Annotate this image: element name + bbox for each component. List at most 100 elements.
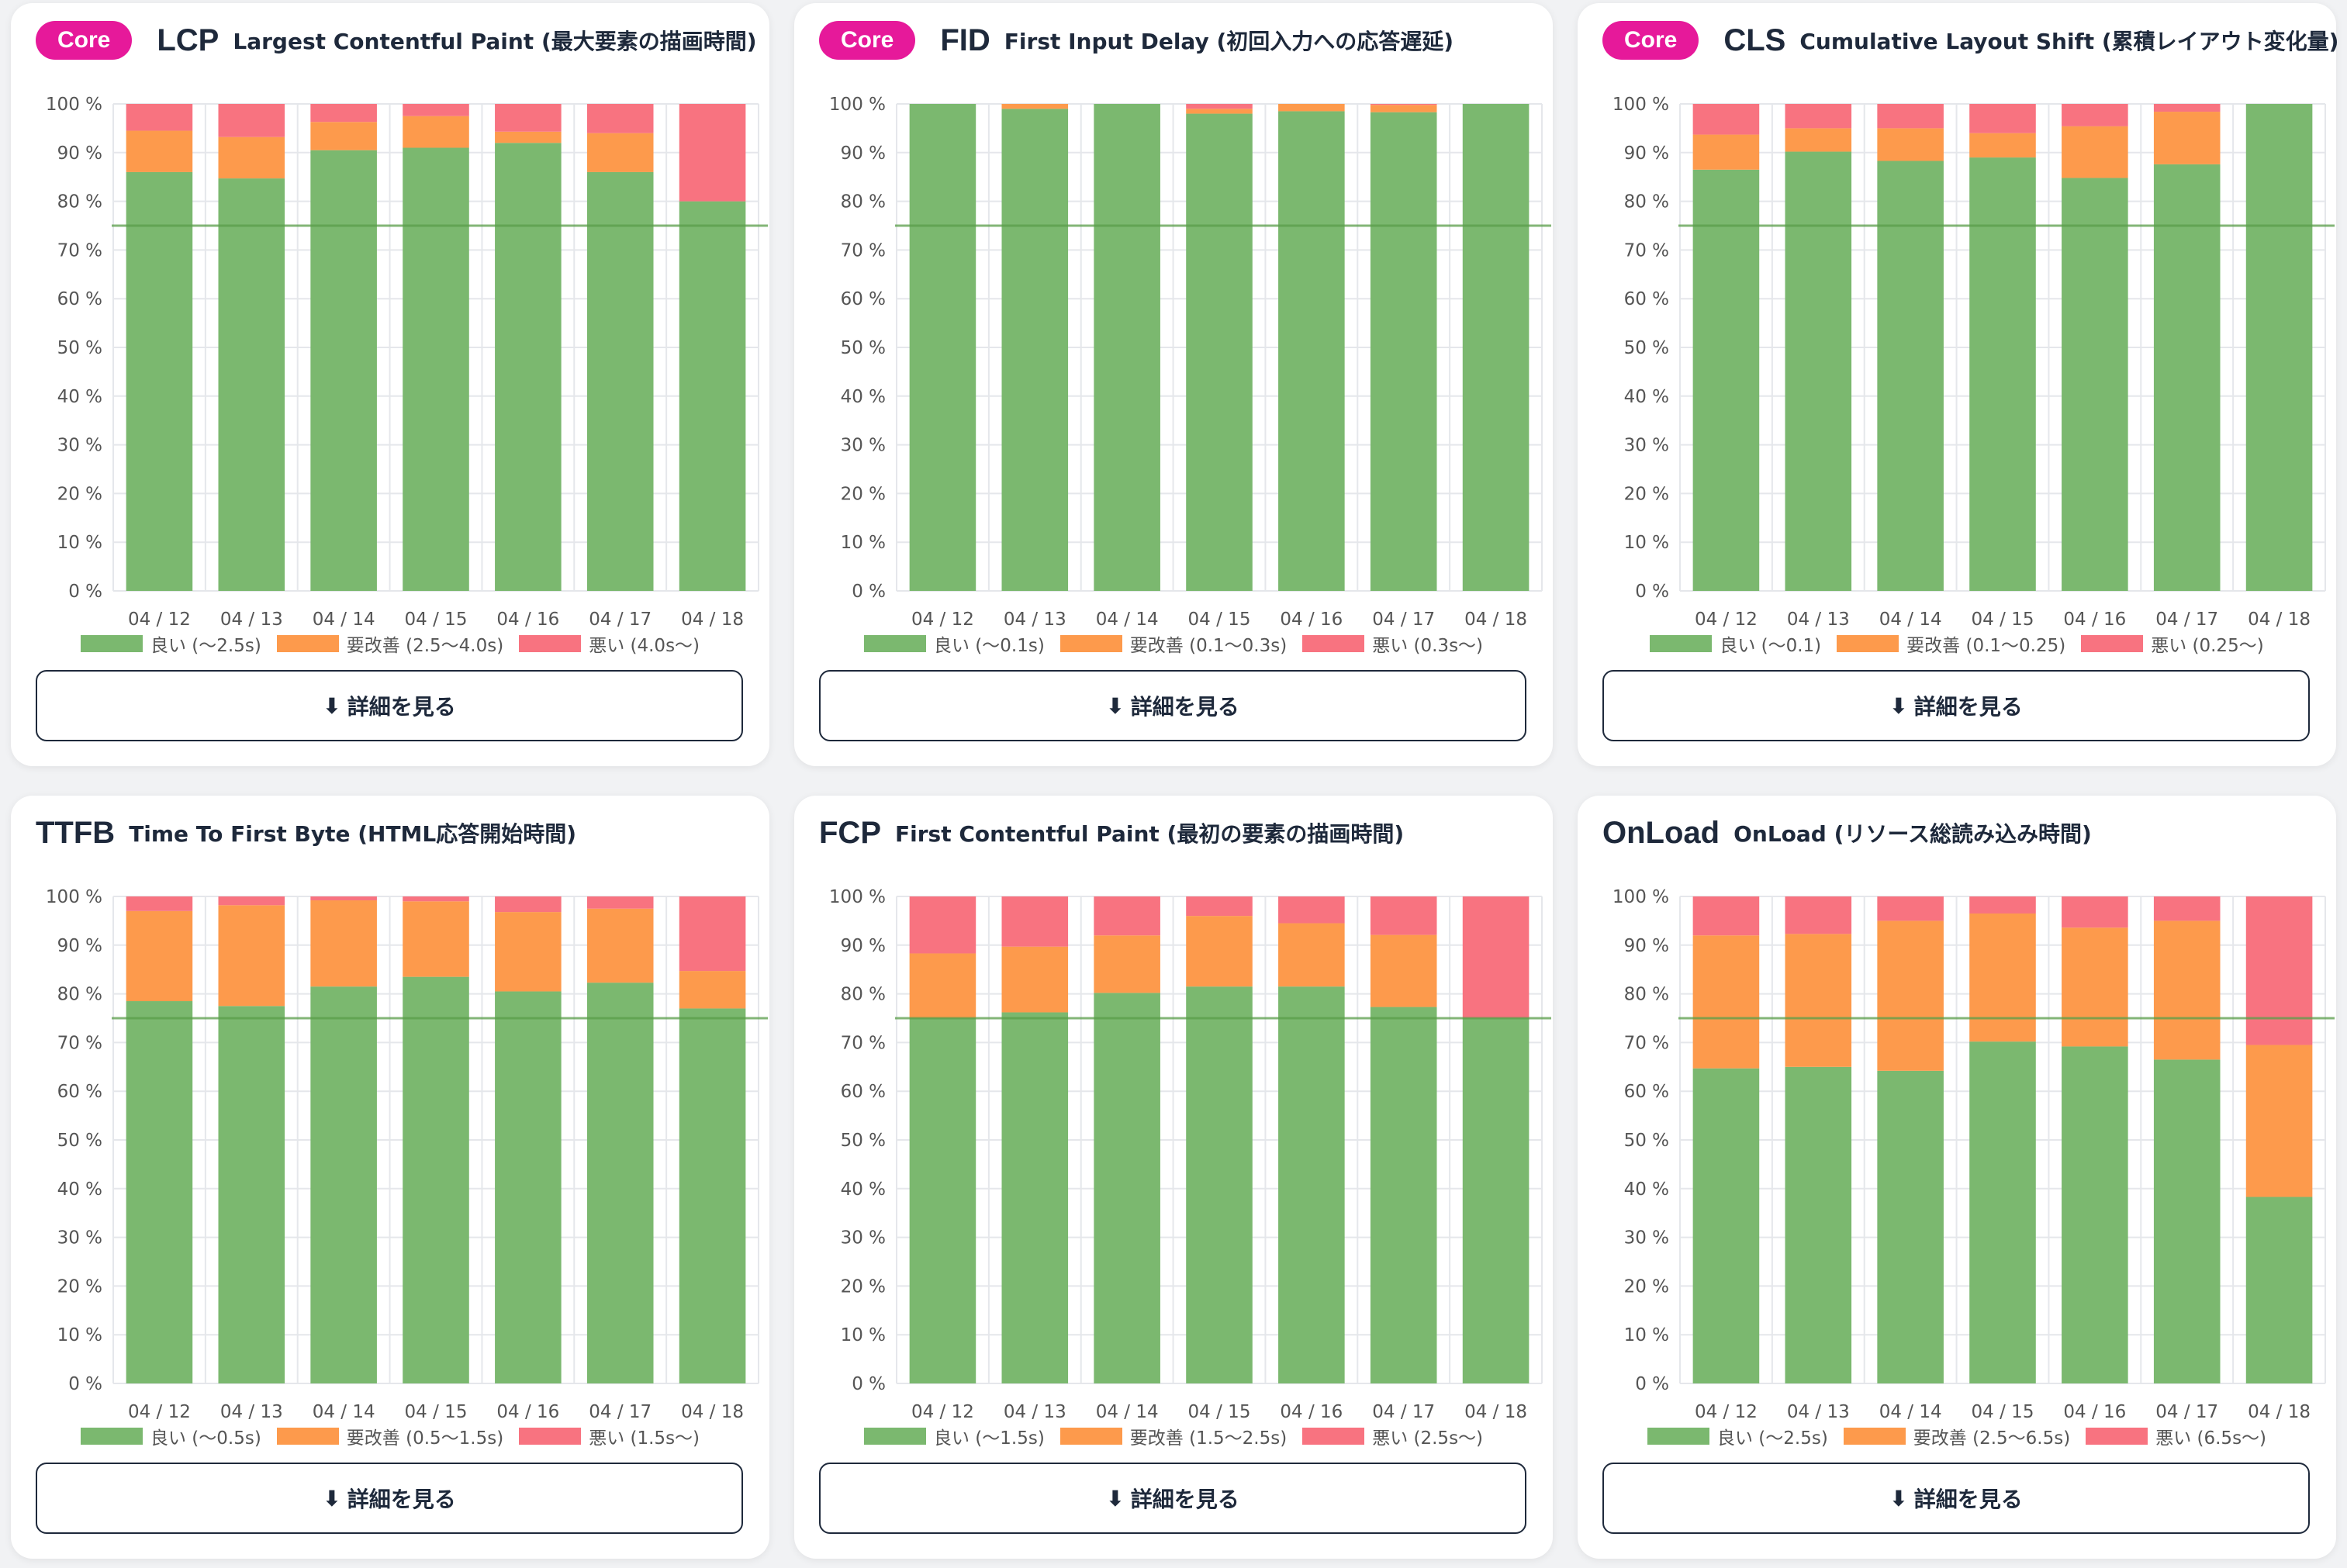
bar-segment-improve xyxy=(1186,109,1253,114)
y-tick-label: 10 % xyxy=(1624,533,1669,553)
metric-card-onload: OnLoad OnLoad (リソース総読み込み時間) 0 % 10 % 20 % 3… xyxy=(1578,796,2336,1559)
bar-segment-poor xyxy=(1877,896,1944,921)
bar-segment-improve xyxy=(495,131,562,143)
y-tick-label: 80 % xyxy=(57,985,102,1005)
x-tick-label: 04 / 12 xyxy=(911,610,974,630)
metric-card-fcp: FCP First Contentful Paint (最初の要素の描画時間) … xyxy=(794,796,1553,1559)
button-label: 詳細を見る xyxy=(1913,1487,2023,1512)
bar-segment-poor xyxy=(495,896,562,913)
y-tick-label: 60 % xyxy=(57,289,102,309)
metric-title: Largest Contentful Paint (最大要素の描画時間) xyxy=(233,29,757,54)
y-tick-label: 80 % xyxy=(57,192,102,212)
y-tick-label: 10 % xyxy=(841,533,886,553)
legend-item-improve[interactable]: 要改善 (2.5〜6.5s) xyxy=(1843,1423,2070,1449)
bar-segment-poor xyxy=(1785,896,1852,934)
x-tick-label: 04 / 14 xyxy=(313,610,375,630)
y-tick-label: 90 % xyxy=(1624,143,1669,164)
legend-item-good[interactable]: 良い (〜2.5s) xyxy=(80,630,261,657)
bar-segment-improve xyxy=(2062,927,2128,1047)
legend-swatch-good xyxy=(1650,635,1713,652)
bar-segment-improve xyxy=(1001,104,1069,109)
legend-swatch-poor xyxy=(2086,1428,2148,1445)
legend-item-poor[interactable]: 悪い (0.25〜) xyxy=(2081,630,2264,657)
button-label: 詳細を見る xyxy=(1130,1487,1239,1512)
legend-item-improve[interactable]: 要改善 (0.1〜0.25) xyxy=(1837,630,2065,657)
legend-item-poor[interactable]: 悪い (2.5s〜) xyxy=(1302,1423,1483,1449)
bar-segment-poor xyxy=(1462,896,1530,1018)
legend-item-improve[interactable]: 要改善 (1.5〜2.5s) xyxy=(1059,1423,1288,1449)
view-details-button[interactable]: ⬇ 詳細を見る xyxy=(1602,1463,2310,1534)
legend-item-poor[interactable]: 悪い (6.5s〜) xyxy=(2086,1423,2266,1449)
x-tick-label: 04 / 16 xyxy=(1280,1402,1343,1422)
bar-segment-improve xyxy=(679,971,746,1009)
metric-card-cls: Core CLS Cumulative Layout Shift (累積レイアウ… xyxy=(1578,3,2338,766)
y-tick-label: 40 % xyxy=(57,387,102,407)
y-tick-label: 70 % xyxy=(57,1033,102,1053)
legend-label: 悪い (0.25〜) xyxy=(2151,636,2264,656)
view-details-button[interactable]: ⬇ 詳細を見る xyxy=(1602,670,2310,741)
bar-segment-good xyxy=(1877,1070,1944,1383)
bar-segment-improve xyxy=(1969,913,2036,1042)
y-tick-label: 100 % xyxy=(829,95,886,115)
bar-segment-improve xyxy=(310,122,377,150)
arrow-down-icon: ⬇ xyxy=(1889,1485,1908,1511)
bar-segment-poor xyxy=(909,896,976,954)
view-details-button[interactable]: ⬇ 詳細を見る xyxy=(819,670,1526,741)
y-tick-label: 10 % xyxy=(57,1325,102,1345)
chart-legend: 良い (〜2.5s) 要改善 (2.5〜6.5s) 悪い (6.5s〜) xyxy=(1578,1422,2336,1450)
bar-segment-improve xyxy=(1692,134,1760,170)
bar-segment-good xyxy=(1785,1066,1852,1383)
bar-segment-poor xyxy=(586,896,654,909)
legend-item-good[interactable]: 良い (〜0.1) xyxy=(1650,630,1821,657)
bar-segment-good xyxy=(586,171,654,592)
stacked-bar-chart: 0 % 10 % 20 % 30 % 40 % 50 % 60 % 70 % 80 % 90 % 1… xyxy=(1612,95,2335,630)
legend-item-poor[interactable]: 悪い (0.3s〜) xyxy=(1302,630,1483,657)
legend-item-poor[interactable]: 悪い (1.5s〜) xyxy=(519,1423,700,1449)
bar-segment-poor xyxy=(586,104,654,133)
bar-segment-good xyxy=(1001,1012,1069,1383)
bar-segment-improve xyxy=(1278,923,1345,987)
x-tick-label: 04 / 17 xyxy=(2155,1402,2218,1422)
view-details-button[interactable]: ⬇ 詳細を見る xyxy=(36,670,743,741)
x-tick-label: 04 / 18 xyxy=(2248,610,2311,630)
x-tick-label: 04 / 13 xyxy=(220,610,283,630)
bar-segment-good xyxy=(126,1001,193,1383)
y-tick-label: 40 % xyxy=(1624,387,1669,407)
view-details-button[interactable]: ⬇ 詳細を見る xyxy=(36,1463,743,1534)
y-tick-label: 50 % xyxy=(1624,338,1669,358)
chart-legend: 良い (〜1.5s) 要改善 (1.5〜2.5s) 悪い (2.5s〜) xyxy=(794,1422,1553,1450)
stacked-bar-chart: 0 % 10 % 20 % 30 % 40 % 50 % 60 % 70 % 80 % 90 % 1… xyxy=(829,887,1551,1422)
bar-segment-poor xyxy=(2062,896,2128,928)
bar-segment-good xyxy=(218,178,285,592)
legend-item-improve[interactable]: 要改善 (2.5〜4.0s) xyxy=(276,630,503,657)
legend-item-good[interactable]: 良い (〜1.5s) xyxy=(863,1423,1045,1449)
bar-segment-poor xyxy=(2153,896,2221,921)
arrow-down-icon: ⬇ xyxy=(323,692,341,719)
legend-label: 悪い (4.0s〜) xyxy=(589,636,700,656)
y-tick-label: 0 % xyxy=(1635,582,1669,602)
button-label: 詳細を見る xyxy=(1913,694,2023,720)
y-tick-label: 50 % xyxy=(57,1131,102,1151)
x-tick-label: 04 / 17 xyxy=(1372,610,1435,630)
legend-item-improve[interactable]: 要改善 (0.5〜1.5s) xyxy=(276,1423,503,1449)
bar-segment-good xyxy=(1094,993,1160,1383)
x-tick-label: 04 / 13 xyxy=(1787,610,1850,630)
x-tick-label: 04 / 14 xyxy=(313,1402,375,1422)
bar-segment-improve xyxy=(2245,1045,2313,1197)
legend-item-improve[interactable]: 要改善 (0.1〜0.3s) xyxy=(1059,630,1287,657)
bar-segment-poor xyxy=(1692,896,1760,936)
legend-item-good[interactable]: 良い (〜0.1s) xyxy=(863,630,1045,657)
view-details-button[interactable]: ⬇ 詳細を見る xyxy=(819,1463,1526,1534)
bar-segment-good xyxy=(310,986,377,1383)
bar-segment-improve xyxy=(1785,934,1852,1067)
y-tick-label: 90 % xyxy=(1624,936,1669,956)
legend-item-good[interactable]: 良い (〜0.5s) xyxy=(80,1423,261,1449)
legend-item-poor[interactable]: 悪い (4.0s〜) xyxy=(519,630,700,657)
legend-label: 要改善 (1.5〜2.5s) xyxy=(1129,1428,1288,1449)
bar-segment-poor xyxy=(2245,896,2313,1045)
bar-segment-poor xyxy=(495,104,562,132)
legend-item-good[interactable]: 良い (〜2.5s) xyxy=(1647,1423,1828,1449)
x-tick-label: 04 / 15 xyxy=(1972,610,2034,630)
y-tick-label: 70 % xyxy=(57,240,102,261)
core-badge: Core xyxy=(1602,21,1699,60)
